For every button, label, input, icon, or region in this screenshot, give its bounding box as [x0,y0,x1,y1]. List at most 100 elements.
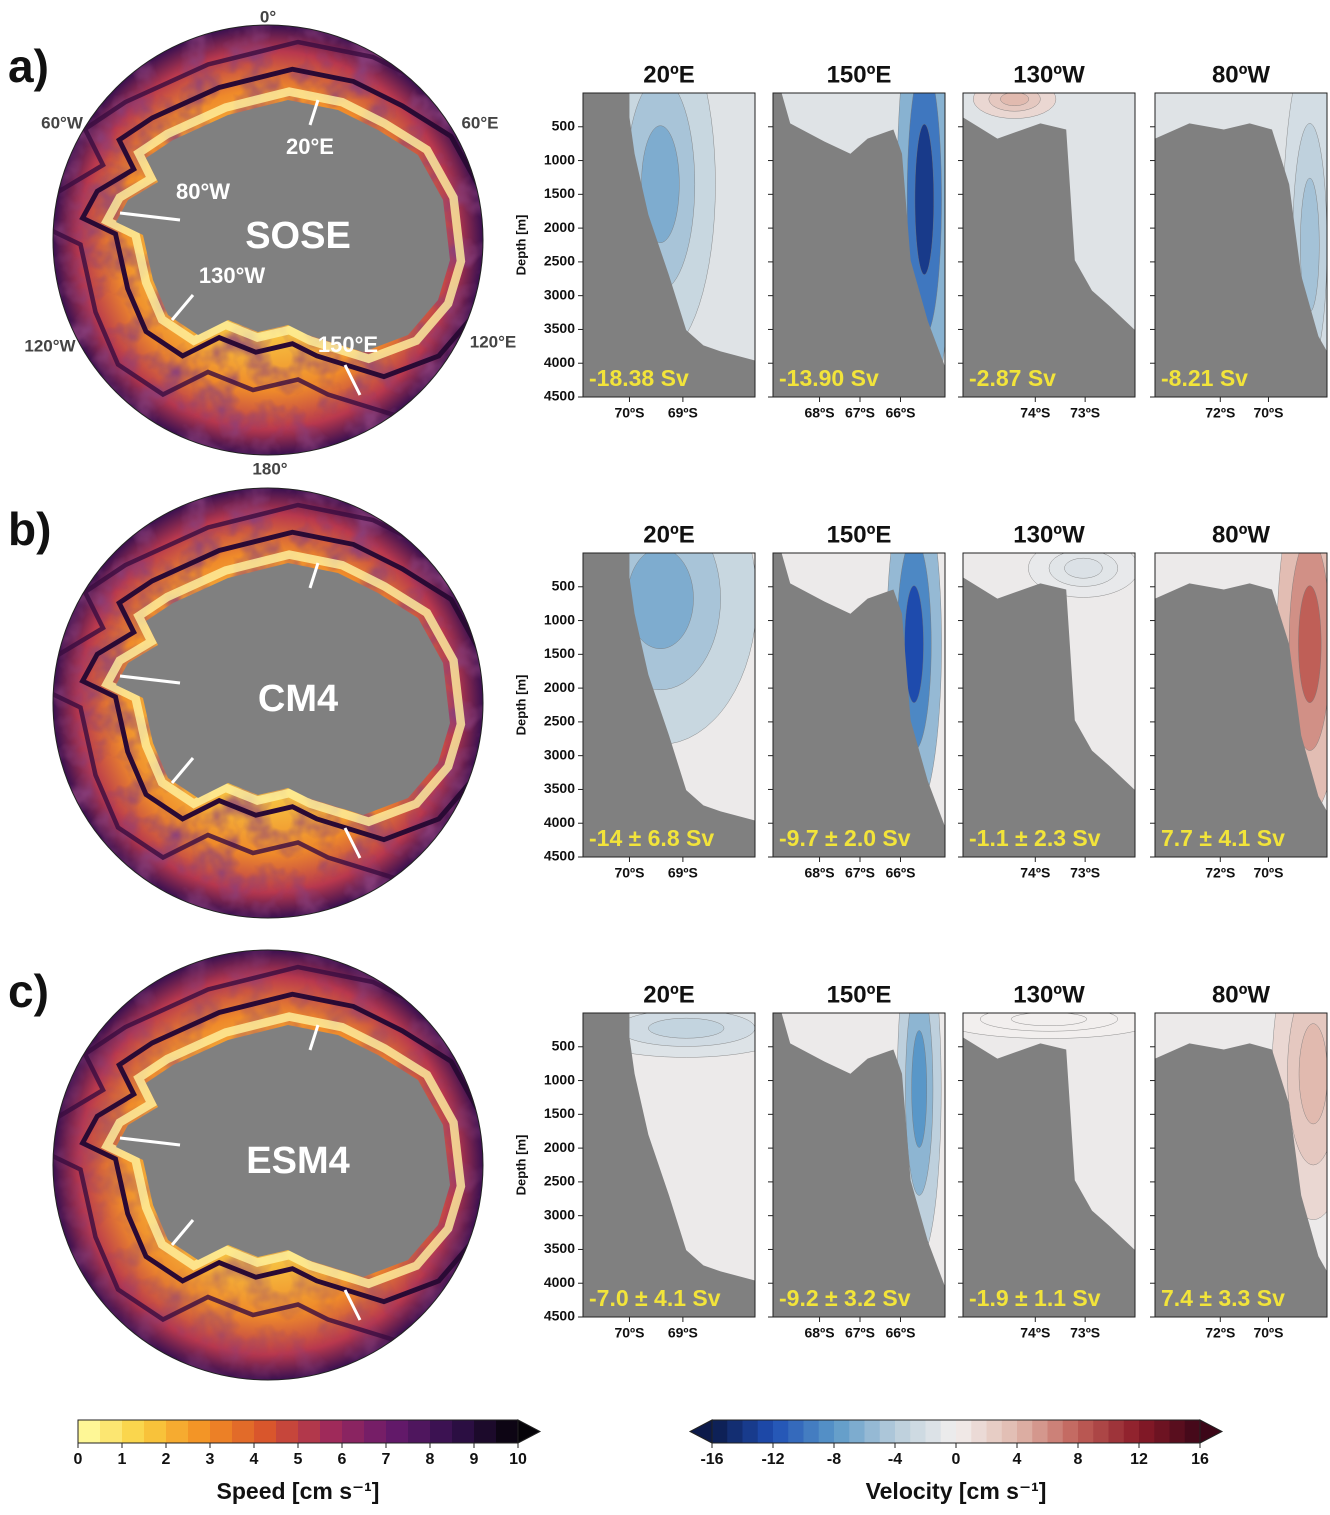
colorbar-level [496,1420,519,1443]
colorbar-tick-label: 12 [1130,1451,1148,1468]
colorbar-tick-label: -12 [761,1451,784,1468]
bathymetry [1155,553,1327,857]
colorbar-level [342,1420,365,1443]
bathymetry [583,1013,755,1317]
section-label: 80°W [176,179,230,204]
transport-label: -18.38 Sv [589,365,689,391]
map-field [53,488,483,918]
colorbar-level [430,1420,453,1443]
x-tick-label: 68ºS [805,1325,835,1341]
section-line [343,827,362,859]
transport-label: -1.1 ± 2.3 Sv [969,825,1101,851]
bathymetry [1155,93,1327,397]
y-axis-label: Depth [m] [513,1135,528,1196]
transport-label: -1.9 ± 1.1 Sv [969,1285,1101,1311]
colorbar-level [1123,1420,1140,1443]
map-border [52,24,484,456]
colorbar-tick-label: -16 [700,1451,723,1468]
section-panel [772,552,946,858]
colorbar-level [364,1420,387,1443]
velocity-contour [914,123,935,275]
y-tick-label: 2000 [544,219,575,235]
x-tick-label: 70ºS [614,865,644,881]
y-tick-label: 500 [552,1037,576,1053]
section-title: 20ºE [643,521,694,548]
section-title: 80ºW [1212,521,1270,548]
colorbar-level [1108,1420,1125,1443]
y-tick-label: 2500 [544,713,575,729]
colorbar-level [849,1420,865,1443]
section-title: 80ºW [1212,981,1270,1008]
x-tick-label: 67ºS [845,865,875,881]
colorbar-label: Speed [cm s⁻¹] [217,1478,380,1504]
bathymetry [773,93,945,397]
velocity-contour [648,1017,725,1039]
section-frame [582,552,756,858]
colorbar-level [210,1420,233,1443]
bathymetry [583,93,755,397]
x-tick-label: 73ºS [1070,1325,1100,1341]
x-tick-label: 73ºS [1070,865,1100,881]
y-tick-label: 1500 [544,645,575,661]
colorbar-extend [517,1419,542,1444]
velocity-contour [904,585,924,703]
section-frame [962,552,1136,858]
section-field [583,553,755,857]
velocity-contour [1000,93,1029,106]
section-panel [772,92,946,398]
panel-label: b) [8,503,51,555]
antarctica [116,100,450,352]
section-title: 20ºE [643,981,694,1008]
y-tick-label: 2500 [544,253,575,269]
transport-label: -8.21 Sv [1161,365,1248,391]
map-field [53,25,483,455]
y-tick-label: 2500 [544,1173,575,1189]
transport-label: -9.2 ± 3.2 Sv [779,1285,911,1311]
x-tick-label: 67ºS [845,405,875,421]
transport-label: -9.7 ± 2.0 Sv [779,825,911,851]
x-tick-label: 74ºS [1020,865,1050,881]
x-tick-label: 72ºS [1205,405,1235,421]
x-tick-label: 74ºS [1020,405,1050,421]
y-tick-label: 4500 [544,848,575,864]
section-line [308,562,320,589]
colorbar-level [1169,1420,1186,1443]
section-line [343,364,362,396]
transport-label: -13.90 Sv [779,365,879,391]
section-panel [582,552,756,858]
colorbar-tick-label: 16 [1191,1451,1209,1468]
x-tick-label: 68ºS [805,405,835,421]
colorbar-level [1001,1420,1018,1443]
section-frame [772,1012,946,1318]
section-label: 20°E [286,134,334,159]
colorbar-level [712,1420,728,1443]
colorbar-tick-label: 4 [1013,1451,1022,1468]
colorbar-level [1154,1420,1170,1443]
transport-label: -14 ± 6.8 Sv [589,825,714,851]
x-tick-label: 66ºS [885,865,915,881]
y-tick-label: 3500 [544,320,575,336]
section-panel [582,1012,756,1318]
model-name: CM4 [258,678,338,720]
x-tick-label: 73ºS [1070,405,1100,421]
section-panel [962,552,1136,858]
map: SOSE [52,24,484,456]
front-contour [79,991,483,1305]
section-panel [582,92,756,398]
x-tick-label: 67ºS [845,1325,875,1341]
map: CM4 [52,487,484,919]
bathymetry [963,553,1135,857]
colorbar-level [895,1420,911,1443]
x-tick-label: 69ºS [668,1325,698,1341]
y-tick-label: 4000 [544,1274,575,1290]
colorbar-level [1139,1420,1155,1443]
y-tick-label: 1000 [544,151,575,167]
section-frame [962,1012,1136,1318]
colorbar-extend [688,1419,713,1444]
y-tick-label: 4000 [544,354,575,370]
x-tick-label: 70ºS [1253,865,1283,881]
colorbar-extend [1199,1419,1224,1444]
longitude-label: 120°W [24,336,76,355]
x-tick-label: 69ºS [668,405,698,421]
